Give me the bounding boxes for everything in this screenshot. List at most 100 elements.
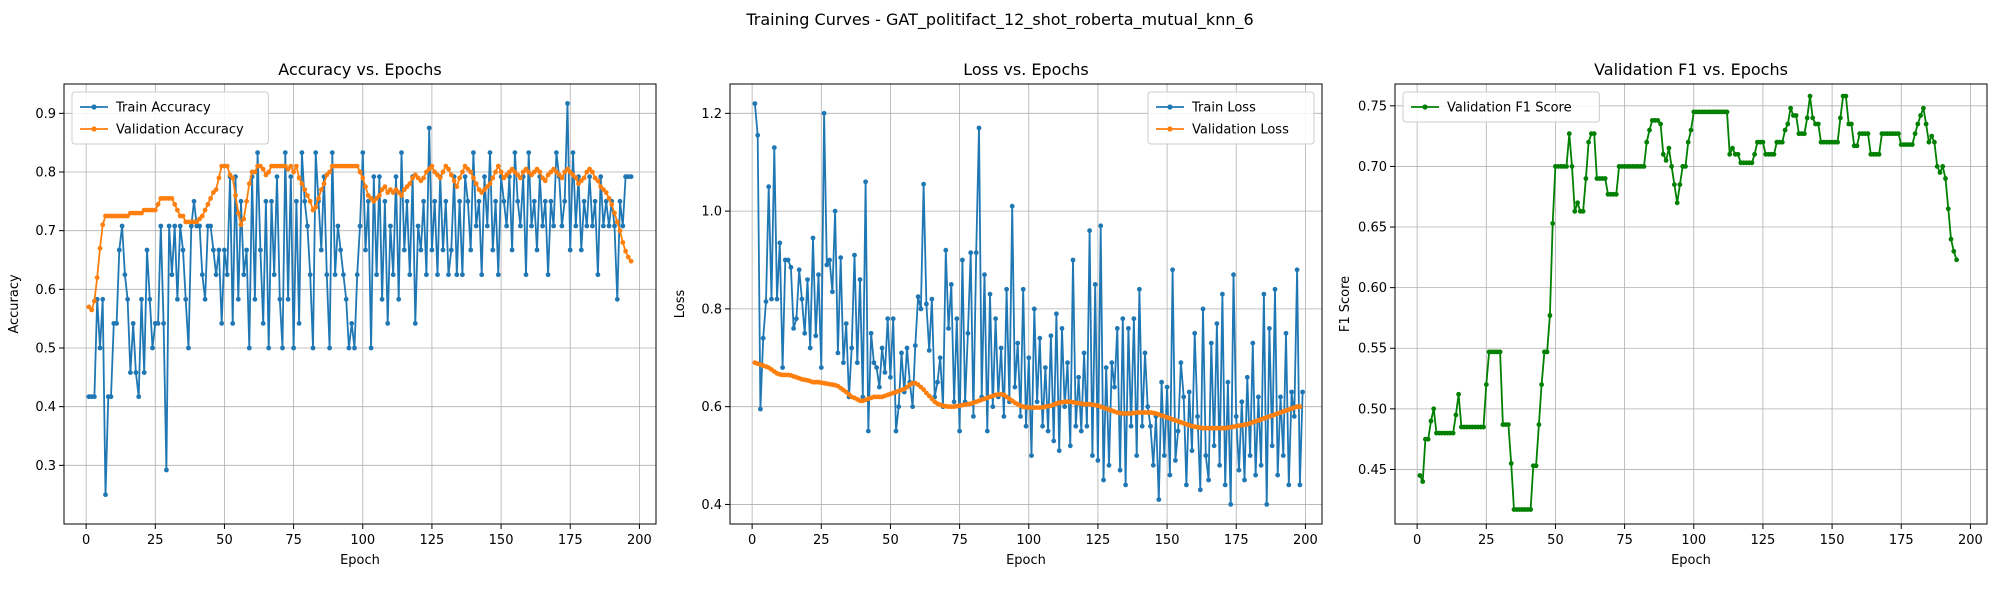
- data-point: [1283, 330, 1289, 336]
- data-point: [893, 428, 899, 434]
- legend-marker: [91, 104, 97, 110]
- data-point: [1954, 257, 1959, 263]
- data-point: [1291, 414, 1297, 419]
- data-point: [291, 345, 296, 351]
- data-point: [360, 150, 366, 156]
- data-point: [509, 247, 515, 253]
- data-point: [1843, 93, 1849, 99]
- data-point: [758, 406, 763, 412]
- accuracy-chart: 0 25 50 75 100 125 150 175 200 0.3 0.4 0.5 0.6 0.7 0.8…: [7, 60, 657, 568]
- data-point: [354, 272, 360, 278]
- data-point: [1854, 143, 1860, 149]
- legend-box: [1402, 91, 1600, 123]
- data-point: [1771, 151, 1777, 157]
- data-point: [1150, 462, 1156, 468]
- data-point: [1101, 477, 1106, 483]
- data-point: [465, 198, 471, 204]
- data-point: [537, 169, 543, 175]
- data-point: [810, 235, 816, 241]
- data-point: [1865, 131, 1871, 137]
- data-point: [987, 291, 993, 297]
- data-point: [780, 365, 785, 370]
- data-point: [982, 272, 987, 278]
- data-point: [1835, 139, 1840, 145]
- data-point: [865, 428, 871, 434]
- data-point: [335, 223, 341, 229]
- data-point: [1506, 422, 1511, 427]
- data-point: [799, 296, 805, 302]
- data-point: [208, 223, 214, 229]
- data-point: [299, 150, 305, 156]
- data-point: [794, 316, 799, 322]
- data-point: [122, 272, 128, 278]
- data-point: [147, 296, 153, 302]
- data-point: [518, 223, 523, 229]
- data-point: [130, 321, 136, 326]
- data-point: [1092, 282, 1098, 287]
- data-point: [349, 321, 355, 326]
- data-point: [429, 247, 435, 253]
- data-point: [1109, 360, 1115, 366]
- data-point: [910, 404, 915, 410]
- data-point: [620, 223, 626, 229]
- data-point: [490, 175, 496, 181]
- data-point: [1297, 404, 1303, 410]
- x-axis-label: Epoch: [1006, 553, 1046, 568]
- data-point: [97, 345, 103, 351]
- data-point: [407, 181, 413, 187]
- data-point: [1921, 105, 1926, 111]
- x-tick-label: 75: [951, 533, 968, 548]
- legend-box: [71, 91, 269, 145]
- data-point: [1572, 208, 1578, 214]
- data-point: [581, 175, 587, 181]
- data-point: [1586, 139, 1591, 145]
- data-point: [346, 345, 352, 351]
- data-point: [1156, 497, 1162, 502]
- y-tick-label: 0.3: [35, 459, 56, 474]
- legend: Train Accuracy Validation Accuracy: [71, 91, 269, 145]
- data-point: [1838, 115, 1843, 121]
- data-point: [1815, 121, 1821, 127]
- data-point: [1269, 443, 1275, 449]
- loss-chart: 0 25 50 75 100 125 150 175 200 0.4 0.6 0.8 1.0 1.2 Los…: [673, 60, 1323, 568]
- data-point: [1508, 461, 1514, 466]
- legend-label: Train Accuracy: [115, 101, 211, 116]
- data-point: [1425, 436, 1431, 442]
- data-point: [1683, 164, 1688, 169]
- data-point: [1256, 394, 1261, 400]
- data-point: [874, 365, 879, 370]
- data-point: [904, 345, 910, 351]
- data-point: [1012, 384, 1018, 390]
- data-point: [1264, 502, 1270, 507]
- data-point: [307, 198, 313, 204]
- data-point: [960, 257, 965, 263]
- data-point: [399, 150, 404, 156]
- data-point: [1533, 463, 1539, 469]
- data-point: [224, 163, 230, 169]
- data-point: [882, 370, 888, 375]
- data-point: [1161, 453, 1167, 458]
- x-tick-label: 150: [1155, 533, 1180, 548]
- x-tick-label: 125: [1751, 533, 1776, 548]
- data-point: [357, 169, 363, 175]
- data-point: [1300, 389, 1305, 395]
- data-point: [871, 360, 877, 366]
- data-point: [484, 223, 490, 229]
- data-point: [169, 272, 175, 278]
- data-point: [1233, 414, 1239, 419]
- data-point: [1103, 365, 1109, 370]
- data-point: [255, 150, 260, 156]
- data-point: [396, 296, 402, 302]
- data-point: [587, 174, 592, 180]
- data-point: [1566, 131, 1572, 137]
- data-point: [1031, 306, 1037, 312]
- data-point: [1142, 350, 1148, 356]
- data-point: [1547, 313, 1553, 318]
- y-tick-label: 0.75: [1358, 99, 1387, 114]
- data-point: [435, 272, 440, 278]
- data-point: [529, 223, 534, 229]
- data-point: [1951, 248, 1957, 254]
- data-point: [559, 175, 565, 181]
- data-point: [1280, 453, 1286, 458]
- data-point: [305, 193, 310, 198]
